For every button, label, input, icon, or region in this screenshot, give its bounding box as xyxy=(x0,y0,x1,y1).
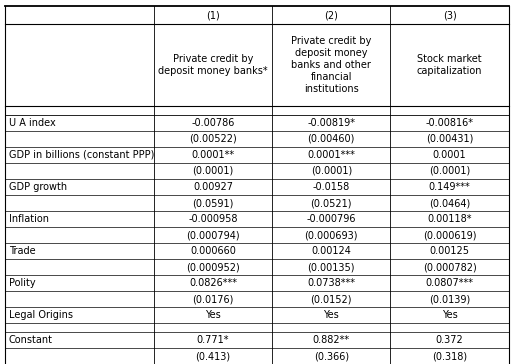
Text: Stock market
capitalization: Stock market capitalization xyxy=(417,54,483,76)
Text: -0.0158: -0.0158 xyxy=(313,182,350,192)
Text: 0.372: 0.372 xyxy=(436,336,464,345)
Text: (0.318): (0.318) xyxy=(432,352,467,361)
Text: Inflation: Inflation xyxy=(9,214,49,224)
Text: (0.00431): (0.00431) xyxy=(426,134,473,144)
Text: U A index: U A index xyxy=(9,118,56,128)
Text: Private credit by
deposit money banks*: Private credit by deposit money banks* xyxy=(158,54,268,76)
Text: (0.00460): (0.00460) xyxy=(307,134,355,144)
Text: 0.0001***: 0.0001*** xyxy=(307,150,355,160)
Text: GDP in billions (constant PPP): GDP in billions (constant PPP) xyxy=(9,150,154,160)
Text: (0.000794): (0.000794) xyxy=(186,230,240,240)
Text: (3): (3) xyxy=(443,10,456,20)
Text: 0.882**: 0.882** xyxy=(313,336,350,345)
Text: Polity: Polity xyxy=(9,278,35,288)
Text: (0.0521): (0.0521) xyxy=(310,198,352,208)
Text: (0.413): (0.413) xyxy=(195,352,230,361)
Text: 0.0807***: 0.0807*** xyxy=(426,278,474,288)
Text: Constant: Constant xyxy=(9,336,52,345)
Text: 0.0001: 0.0001 xyxy=(433,150,467,160)
Text: (0.0001): (0.0001) xyxy=(192,166,233,176)
Text: 0.0826***: 0.0826*** xyxy=(189,278,237,288)
Text: Private credit by
deposit money
banks and other
financial
institutions: Private credit by deposit money banks an… xyxy=(291,36,372,94)
Text: -0.00819*: -0.00819* xyxy=(307,118,355,128)
Text: 0.771*: 0.771* xyxy=(197,336,229,345)
Text: (0.000782): (0.000782) xyxy=(423,262,476,272)
Text: (0.000693): (0.000693) xyxy=(305,230,358,240)
Text: (0.0464): (0.0464) xyxy=(429,198,470,208)
Text: (0.0139): (0.0139) xyxy=(429,294,470,304)
Text: 0.00927: 0.00927 xyxy=(193,182,233,192)
Text: Yes: Yes xyxy=(442,310,457,320)
Text: (0.000619): (0.000619) xyxy=(423,230,476,240)
Text: 0.0001**: 0.0001** xyxy=(191,150,234,160)
Text: Legal Origins: Legal Origins xyxy=(9,310,72,320)
Text: 0.000660: 0.000660 xyxy=(190,246,236,256)
Text: -0.00816*: -0.00816* xyxy=(426,118,474,128)
Text: (0.0152): (0.0152) xyxy=(310,294,352,304)
Text: (0.366): (0.366) xyxy=(314,352,349,361)
Text: (2): (2) xyxy=(324,10,338,20)
Text: (0.00522): (0.00522) xyxy=(189,134,237,144)
Text: Yes: Yes xyxy=(205,310,221,320)
Text: 0.00125: 0.00125 xyxy=(430,246,470,256)
Text: Yes: Yes xyxy=(323,310,339,320)
Text: 0.0738***: 0.0738*** xyxy=(307,278,355,288)
Text: (0.0001): (0.0001) xyxy=(310,166,352,176)
Text: (0.000952): (0.000952) xyxy=(186,262,240,272)
Text: 0.149***: 0.149*** xyxy=(429,182,470,192)
Text: (0.0176): (0.0176) xyxy=(192,294,233,304)
Text: 0.00124: 0.00124 xyxy=(311,246,351,256)
Text: Trade: Trade xyxy=(9,246,35,256)
Text: (0.0001): (0.0001) xyxy=(429,166,470,176)
Text: -0.000796: -0.000796 xyxy=(306,214,356,224)
Text: (0.0591): (0.0591) xyxy=(192,198,233,208)
Text: -0.00786: -0.00786 xyxy=(191,118,234,128)
Text: (0.00135): (0.00135) xyxy=(307,262,355,272)
Text: GDP growth: GDP growth xyxy=(9,182,67,192)
Text: 0.00118*: 0.00118* xyxy=(428,214,472,224)
Text: (1): (1) xyxy=(206,10,220,20)
Text: -0.000958: -0.000958 xyxy=(188,214,237,224)
